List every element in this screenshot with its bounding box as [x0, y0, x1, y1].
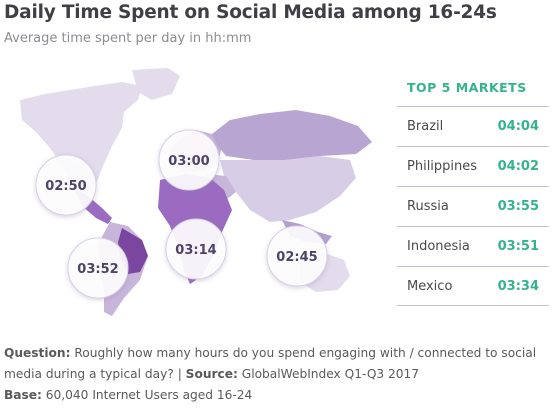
- market-value: 04:02: [497, 159, 539, 174]
- chart-title: Daily Time Spent on Social Media among 1…: [4, 2, 497, 23]
- region-russia: [212, 110, 372, 160]
- region-label-latin-america: 03:52: [77, 262, 118, 277]
- base-line: Base: 60,040 Internet Users aged 16-24: [4, 385, 552, 406]
- market-row: Brazil 04:04: [397, 106, 549, 146]
- region-bubble-latin-america: 03:52: [67, 237, 129, 299]
- market-country: Brazil: [407, 119, 444, 134]
- region-bubble-north-america: 02:50: [35, 154, 97, 216]
- source-label: Source:: [185, 367, 238, 381]
- region-bubble-africa: 03:14: [165, 218, 227, 280]
- continent-greenland: [132, 68, 180, 100]
- market-row: Indonesia 03:51: [397, 226, 549, 266]
- region-label-africa: 03:14: [175, 243, 216, 258]
- question-text: Roughly how many hours do you spend enga…: [4, 346, 537, 381]
- chart-subtitle: Average time spent per day in hh:mm: [4, 31, 252, 46]
- market-value: 03:55: [497, 199, 539, 214]
- region-label-asia-pacific: 02:45: [276, 250, 317, 265]
- continent-asia: [220, 156, 356, 222]
- chart-footer: Question: Roughly how many hours do you …: [4, 343, 552, 406]
- base-label: Base:: [4, 388, 42, 402]
- question-label: Question:: [4, 346, 71, 360]
- market-country: Indonesia: [407, 239, 470, 254]
- source-text: GlobalWebIndex Q1-Q3 2017: [241, 367, 420, 381]
- continent-north-america: [20, 82, 142, 198]
- top-markets-panel: TOP 5 MARKETS Brazil 04:04 Philippines 0…: [397, 74, 549, 306]
- region-bubble-europe: 03:00: [158, 129, 220, 191]
- top-markets-title: TOP 5 MARKETS: [407, 80, 527, 95]
- market-country: Philippines: [407, 159, 478, 174]
- market-country: Mexico: [407, 278, 453, 294]
- world-map: 02:50 03:00 03:52 03:14 02:45: [20, 68, 372, 316]
- question-line: Question: Roughly how many hours do you …: [4, 343, 552, 385]
- region-label-europe: 03:00: [168, 154, 209, 169]
- market-row: Russia 03:55: [397, 186, 549, 226]
- market-country: Russia: [407, 199, 449, 214]
- market-row: Mexico 03:34: [397, 266, 549, 306]
- region-bubble-asia-pacific: 02:45: [266, 225, 328, 287]
- region-label-north-america: 02:50: [45, 179, 86, 194]
- market-value: 04:04: [497, 119, 539, 134]
- footer-separator: |: [177, 367, 182, 381]
- market-value: 03:51: [497, 239, 539, 254]
- market-row: Philippines 04:02: [397, 146, 549, 186]
- base-text: 60,040 Internet Users aged 16-24: [45, 388, 253, 402]
- market-value: 03:34: [497, 278, 539, 294]
